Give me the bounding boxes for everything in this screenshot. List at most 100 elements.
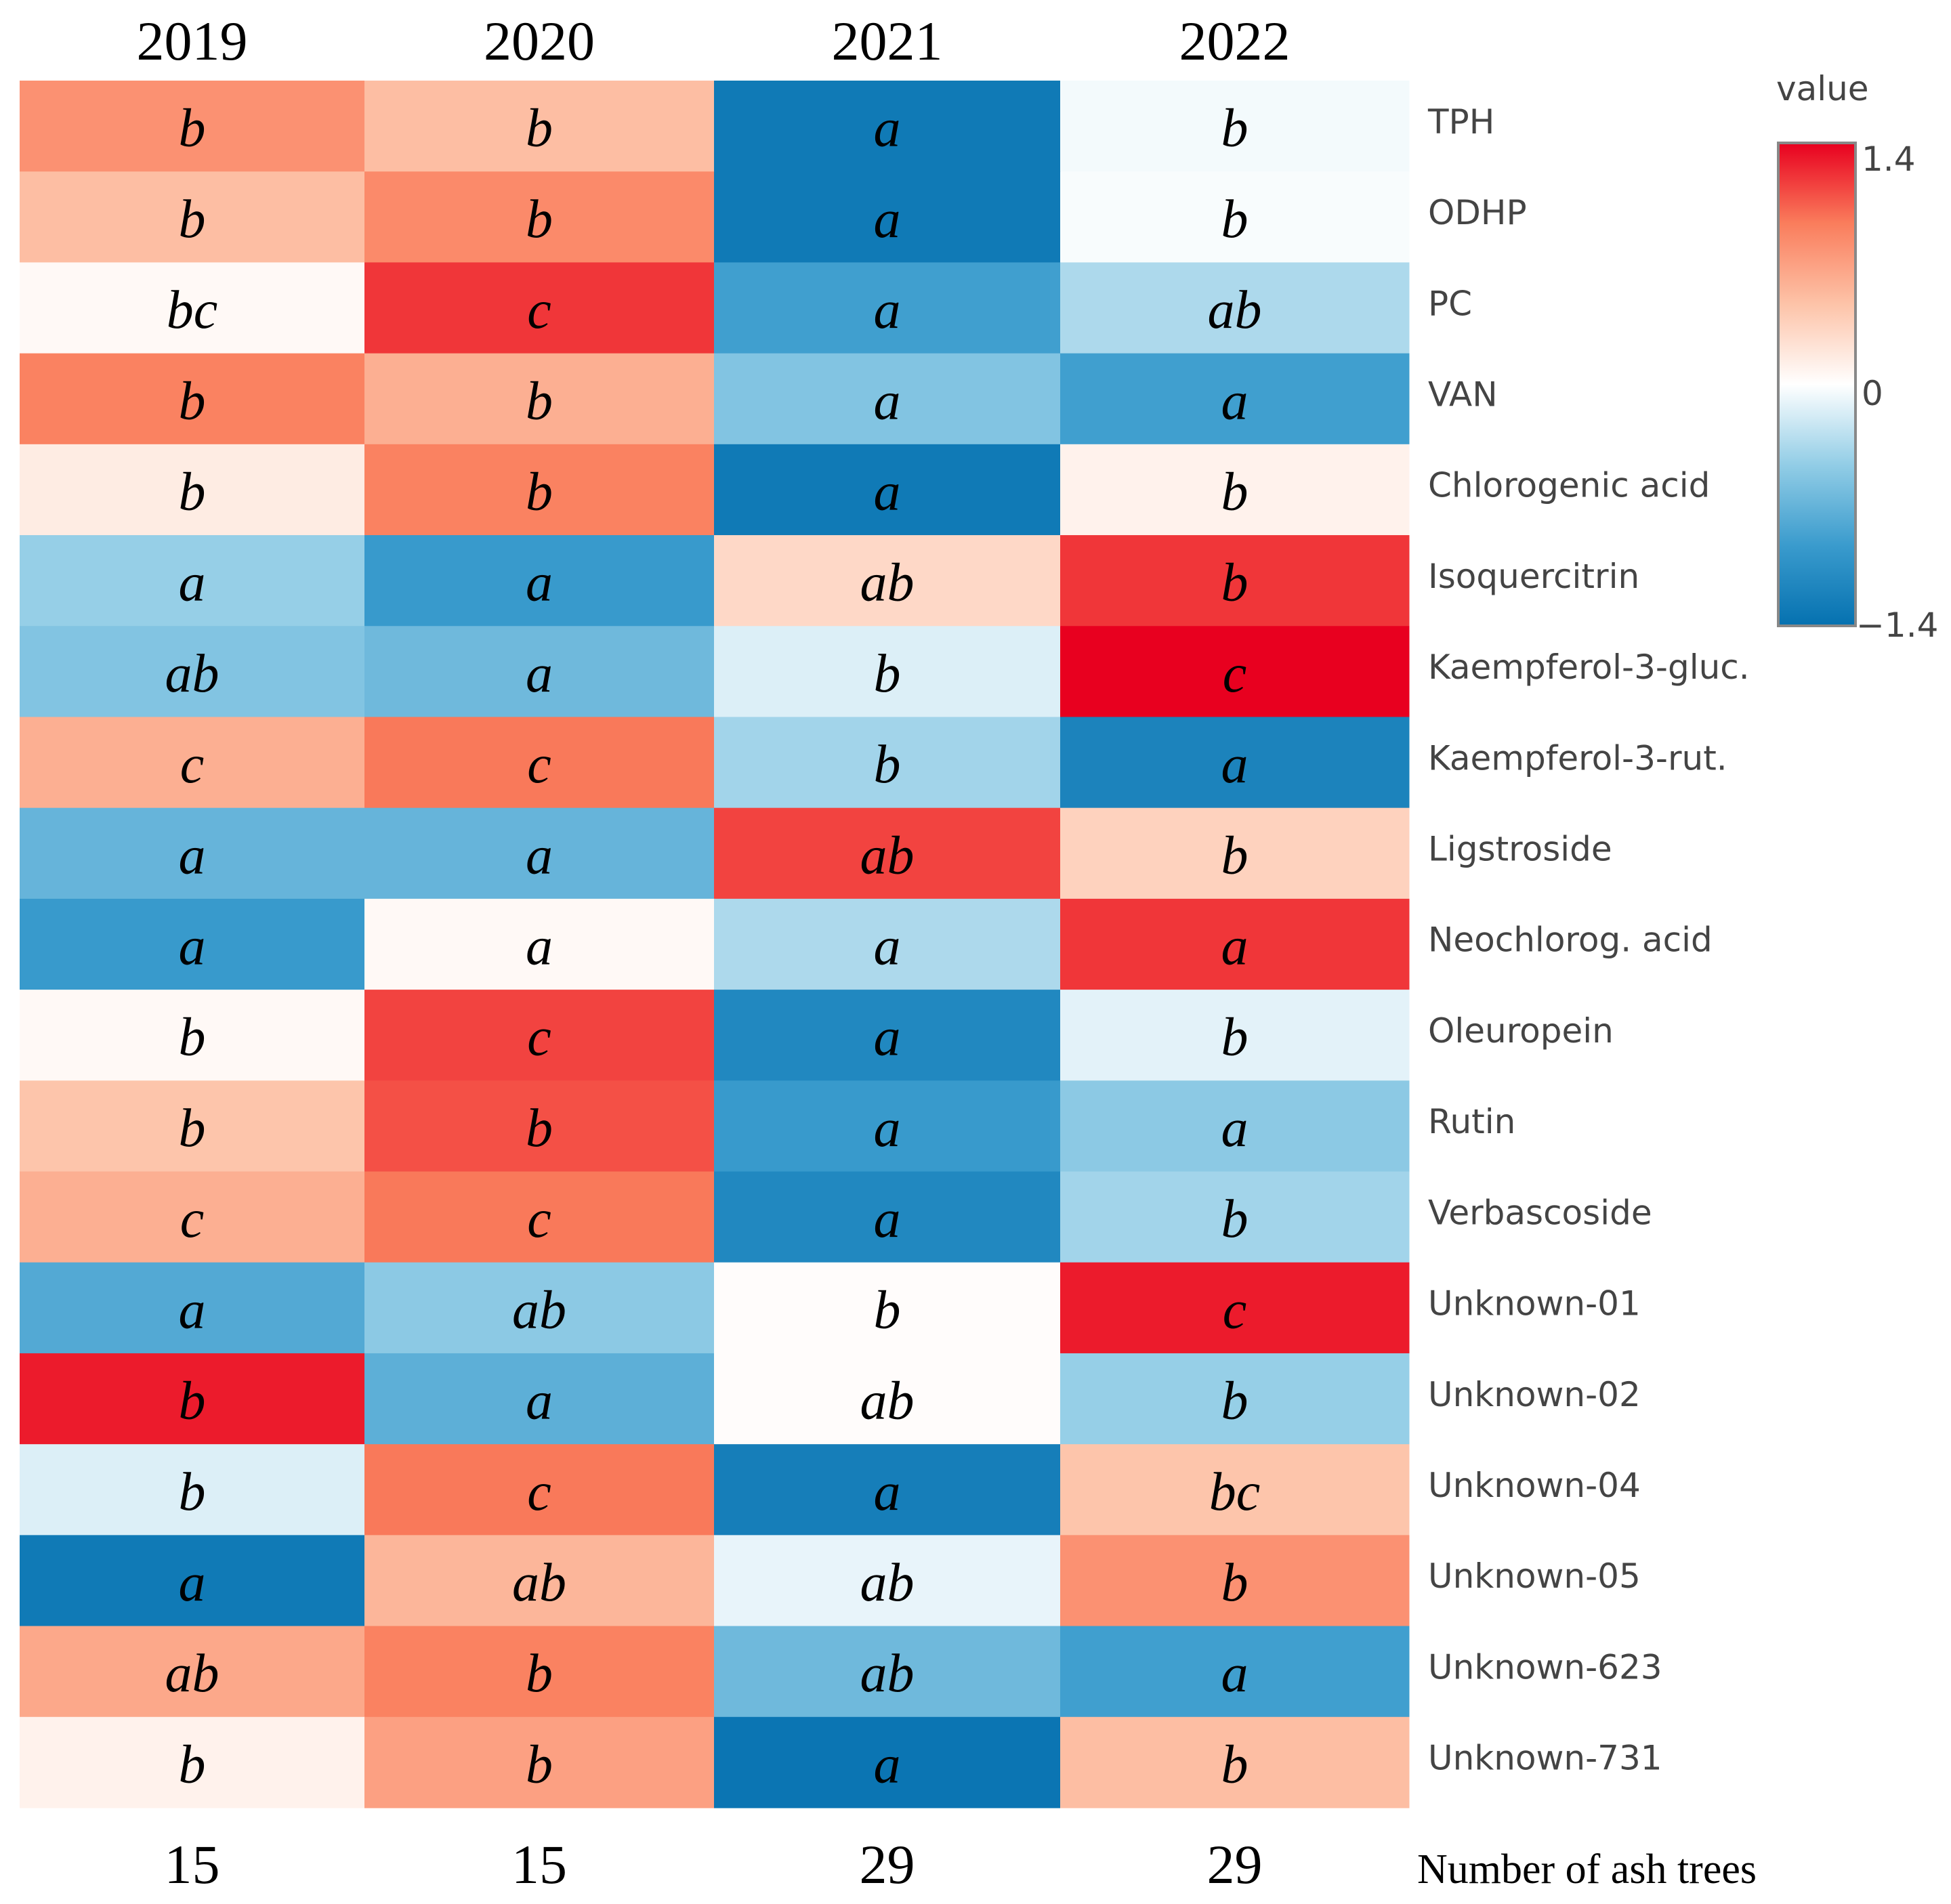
heatmap-cell bbox=[364, 1080, 715, 1172]
cell-letter: b bbox=[1221, 99, 1249, 158]
cell-letter: c bbox=[1223, 1280, 1247, 1340]
cell-letter: c bbox=[527, 1462, 551, 1522]
cell-letter: a bbox=[179, 1280, 206, 1340]
heatmap-cell bbox=[364, 1353, 715, 1445]
heatmap-cell bbox=[714, 717, 1061, 809]
cell-letter: a bbox=[874, 1462, 901, 1522]
heatmap-cell bbox=[20, 81, 365, 172]
cell-letter: b bbox=[179, 371, 206, 431]
row-label: PC bbox=[1428, 284, 1472, 323]
colorbar-tick-max: 1.4 bbox=[1862, 140, 1916, 179]
cell-letter: b bbox=[526, 99, 553, 158]
cell-letter: a bbox=[526, 553, 553, 613]
column-label: 2022 bbox=[1179, 10, 1291, 72]
heatmap-cell bbox=[1060, 353, 1410, 445]
cell-letter: c bbox=[527, 1008, 551, 1067]
cell-letter: ab bbox=[165, 1644, 219, 1704]
heatmap-cell bbox=[364, 535, 715, 627]
heatmap-cell bbox=[714, 353, 1061, 445]
heatmap-cell bbox=[20, 807, 365, 900]
heatmap-cell bbox=[364, 990, 715, 1081]
row-label: Neochlorog. acid bbox=[1428, 921, 1713, 960]
row-label: Unknown-04 bbox=[1428, 1466, 1641, 1505]
heatmap-cell bbox=[714, 1353, 1061, 1445]
cell-letter: a bbox=[179, 917, 206, 977]
row-label: Unknown-02 bbox=[1428, 1375, 1641, 1414]
colorbar-tick-min: −1.4 bbox=[1856, 606, 1938, 645]
heatmap-cell bbox=[364, 262, 715, 354]
heatmap-cell bbox=[20, 262, 365, 354]
cell-letter: b bbox=[874, 1280, 901, 1340]
row-label: Unknown-01 bbox=[1428, 1284, 1641, 1324]
heatmap-cell bbox=[20, 626, 365, 717]
cell-letter: b bbox=[526, 1099, 553, 1158]
heatmap-cell bbox=[714, 1171, 1061, 1263]
heatmap-cell bbox=[20, 171, 365, 263]
colorbar bbox=[1777, 142, 1857, 627]
heatmap-cell bbox=[364, 717, 715, 809]
cell-letter: a bbox=[179, 1553, 206, 1613]
heatmap-cell bbox=[1060, 444, 1410, 536]
cell-letter: ab bbox=[860, 1372, 915, 1431]
heatmap-cell bbox=[714, 1716, 1061, 1808]
heatmap-cell bbox=[1060, 81, 1410, 172]
cell-letter: b bbox=[179, 1735, 206, 1794]
heatmap-cell bbox=[1060, 1626, 1410, 1718]
cell-letter: ab bbox=[860, 1644, 915, 1704]
cell-letter: bc bbox=[1209, 1462, 1261, 1522]
cell-letter: a bbox=[874, 190, 901, 249]
heatmap-cell bbox=[20, 898, 365, 990]
cell-letter: a bbox=[874, 462, 901, 522]
cell-letter: a bbox=[874, 99, 901, 158]
cell-letter: b bbox=[1221, 1372, 1249, 1431]
cell-letter: c bbox=[180, 735, 205, 795]
cell-letter: a bbox=[1221, 1644, 1249, 1704]
colorbar-title: value bbox=[1776, 69, 1869, 108]
column-label: 2021 bbox=[832, 10, 943, 72]
heatmap-cell bbox=[714, 81, 1061, 172]
cell-letter: a bbox=[179, 826, 206, 885]
column-label: 2019 bbox=[137, 10, 248, 72]
cell-letter: a bbox=[526, 826, 553, 885]
heatmap-cell bbox=[20, 1353, 365, 1445]
cell-letter: a bbox=[179, 553, 206, 613]
cell-letter: b bbox=[1221, 826, 1249, 885]
footer-value: 29 bbox=[860, 1834, 915, 1895]
heatmap-cell bbox=[1060, 1444, 1410, 1536]
cell-letter: a bbox=[526, 917, 553, 977]
cell-letter: a bbox=[1221, 917, 1249, 977]
cell-letter: b bbox=[526, 371, 553, 431]
heatmap-cell bbox=[1060, 807, 1410, 900]
cell-letter: b bbox=[526, 462, 553, 522]
heatmap-cell bbox=[714, 1535, 1061, 1627]
footer-label: Number of ash trees bbox=[1417, 1846, 1757, 1892]
cell-letter: a bbox=[526, 644, 553, 704]
cell-letter: c bbox=[527, 1189, 551, 1249]
heatmap-cell bbox=[20, 1535, 365, 1627]
cell-letter: b bbox=[179, 1008, 206, 1067]
cell-letter: ab bbox=[860, 1553, 915, 1613]
cell-letter: c bbox=[527, 280, 551, 340]
heatmap-cell bbox=[364, 807, 715, 900]
cell-letter: b bbox=[1221, 462, 1249, 522]
cell-letter: b bbox=[526, 1644, 553, 1704]
heatmap-cell bbox=[20, 444, 365, 536]
cell-letter: a bbox=[1221, 1099, 1249, 1158]
heatmap-cell bbox=[364, 1262, 715, 1354]
heatmap-cell bbox=[364, 1626, 715, 1718]
heatmap-cell bbox=[364, 444, 715, 536]
heatmap-cell bbox=[364, 1444, 715, 1536]
heatmap-cell bbox=[1060, 262, 1410, 354]
heatmap-cell bbox=[1060, 1262, 1410, 1354]
row-label: VAN bbox=[1428, 375, 1498, 414]
cell-letter: a bbox=[526, 1372, 553, 1431]
cell-letter: a bbox=[874, 1735, 901, 1794]
heatmap-cell bbox=[1060, 1171, 1410, 1263]
cell-letter: b bbox=[526, 1735, 553, 1794]
heatmap-cell bbox=[714, 807, 1061, 900]
footer-value: 29 bbox=[1207, 1834, 1263, 1895]
heatmap-cell bbox=[714, 1262, 1061, 1354]
cell-letter: b bbox=[179, 1462, 206, 1522]
cell-letter: a bbox=[874, 1008, 901, 1067]
